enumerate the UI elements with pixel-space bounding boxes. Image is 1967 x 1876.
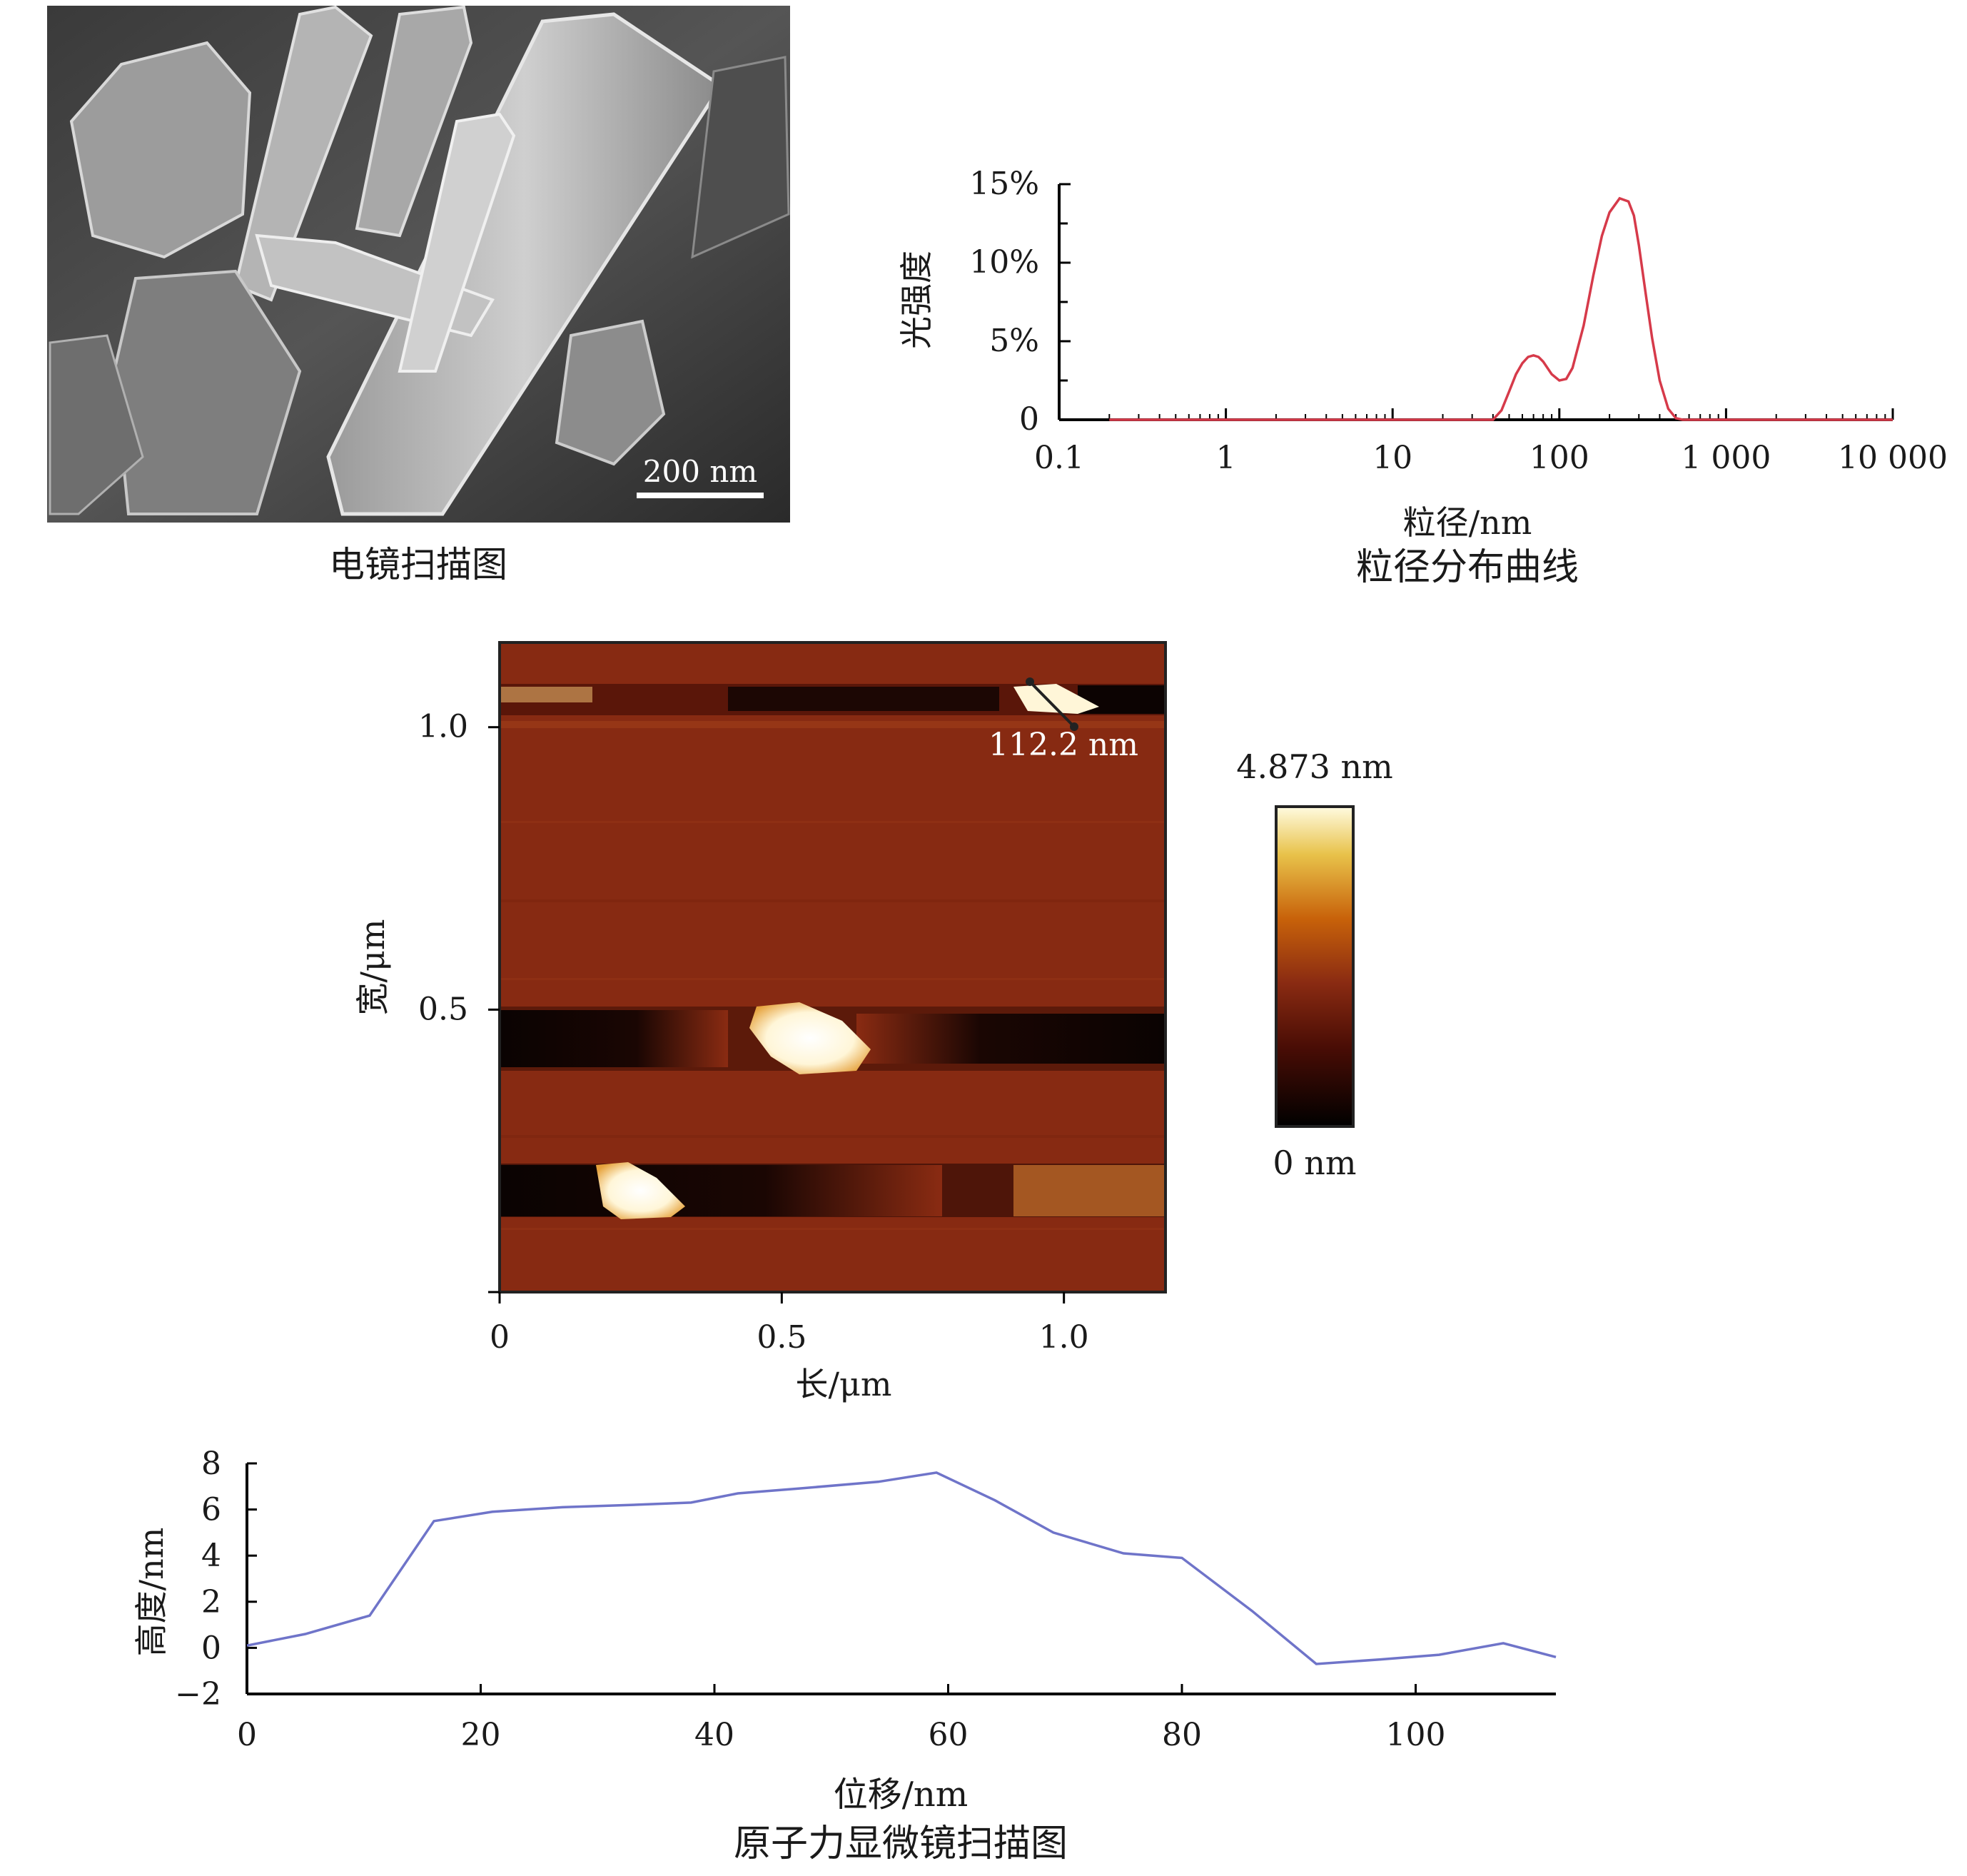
afm-y-tick-label: 0.5 [418,991,468,1027]
afm-colorbar-max-label: 4.873 nm [1236,747,1393,786]
sem-panel: 200 nm 电镜扫描图 [47,5,790,585]
afm-dark-band [856,1014,1165,1064]
sem-caption: 电镜扫描图 [329,544,507,585]
afm-scanline-texture [500,721,1165,1230]
sem-crystal [233,5,373,302]
psd-x-tick-label: 0.1 [1034,440,1084,476]
psd-x-axis-label: 粒径/nm [1403,503,1532,542]
psd-y-tick-label: 15% [969,166,1039,202]
psd-series-line [1109,196,1893,421]
afm-measure-line [1028,680,1076,728]
afm-particle [749,1002,871,1074]
profile-x-axis-label: 位移/nm [834,1775,969,1815]
afm-particle [1013,684,1099,714]
profile-x-tick-label: 0 [237,1717,257,1753]
sem-crystal [691,56,790,259]
psd-x-tick-label: 100 [1529,440,1589,476]
psd-y-tick-label: 10% [969,244,1039,281]
afm-y-axis-label: 宽/μm [353,919,392,1015]
psd-y-tick-label: 5% [989,323,1039,359]
sem-scale-bar [637,493,764,498]
afm-x-tick-label: 1.0 [1039,1319,1089,1356]
afm-colorbar-min-label: 0 nm [1273,1144,1356,1182]
afm-measure-endpoint [1070,722,1078,731]
psd-y-tick-label: 0 [1019,401,1039,438]
afm-x-axis-label: 长/μm [795,1365,891,1403]
profile-x-tick-label: 100 [1386,1717,1446,1753]
profile-y-tick-label: 4 [201,1538,221,1574]
psd-x-tick-label: 10 [1372,440,1412,476]
afm-bright-streak [500,687,592,702]
psd-x-tick-label: 10 000 [1838,440,1948,476]
afm-measure-endpoint [1026,677,1034,686]
psd-x-tick-label: 1 000 [1681,440,1771,476]
afm-x-tick-label: 0 [490,1319,510,1356]
afm-colorbar [1275,805,1355,1128]
sem-crystal [355,5,473,238]
profile-y-tick-label: −2 [175,1676,221,1713]
profile-y-tick-label: 0 [201,1630,221,1666]
afm-dark-band [728,687,999,711]
profile-y-axis-label: 高度/nm [132,1528,171,1657]
psd-x-tick-label: 1 [1216,440,1236,476]
afm-dark-band [500,1010,728,1067]
afm-dark-band [1078,685,1165,714]
afm-caption: 原子力显微镜扫描图 [734,1822,1068,1865]
afm-measure-label: 112.2 nm [988,727,1138,763]
psd-title: 粒径分布曲线 [1356,546,1579,589]
sem-crystal [49,334,144,515]
profile-y-tick-label: 2 [201,1584,221,1620]
profile-x-tick-label: 60 [929,1717,969,1753]
afm-heatmap: 112.2 nm 0 0.5 1.0 0.5 1.0 长/μm 宽/μm 4.873 n… [353,641,1393,1403]
sem-crystal [555,319,666,466]
sem-scale-bar-label: 200 nm [643,454,757,489]
sem-crystal [326,12,724,516]
profile-x-tick-label: 80 [1162,1717,1202,1753]
afm-dark-band [500,1165,942,1216]
profile-y-tick-label: 6 [201,1492,221,1528]
profile-x-tick-label: 20 [461,1717,501,1753]
profile-series-line [246,1471,1557,1665]
profile-y-tick-label: 8 [201,1446,221,1482]
afm-frame [498,641,1167,1293]
sem-crystal [398,112,516,373]
afm-particle [596,1162,685,1219]
sem-crystal [69,41,252,259]
afm-x-tick-label: 0.5 [757,1319,806,1356]
profile-x-tick-label: 40 [694,1717,734,1753]
afm-bright-streak [1013,1165,1165,1216]
afm-y-tick-label: 1.0 [418,709,468,745]
profile-chart: 0 20 40 60 80 100 −2 0 2 4 6 8 位移/nm 高度/nm 原子力显微镜扫描… [132,1446,1557,1865]
psd-y-axis-label: 光强度 [897,251,936,349]
